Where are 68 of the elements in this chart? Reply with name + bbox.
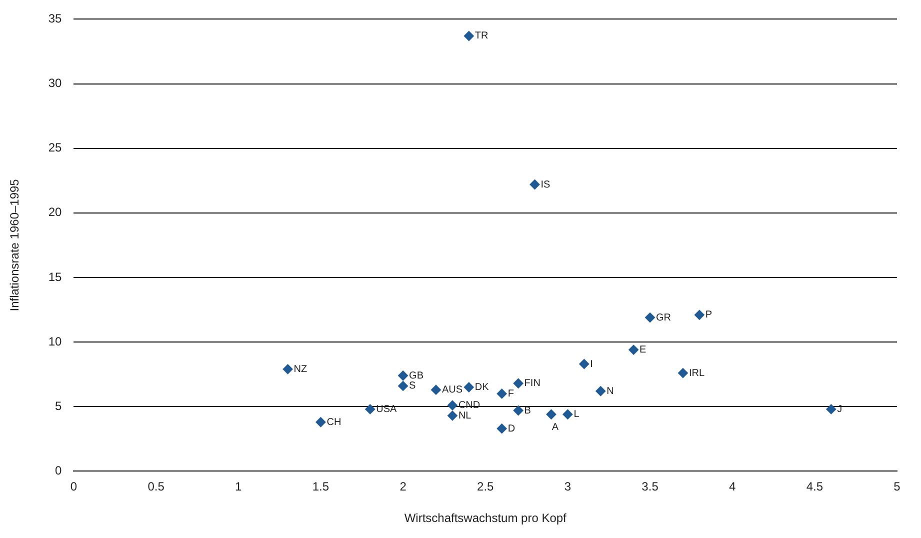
annotation: N (606, 386, 614, 397)
annotation: FIN (524, 378, 540, 390)
y-tick-label: 15 (48, 270, 62, 284)
annotation: S (409, 380, 416, 392)
annotation: CH (326, 416, 342, 428)
annotation: IRL (688, 368, 705, 379)
annotation: IS (540, 179, 551, 190)
point (430, 384, 441, 395)
point (513, 378, 524, 388)
point (678, 368, 688, 378)
x-tick-label: 0.5 (148, 480, 165, 494)
annotation: F (508, 388, 514, 400)
x-tick-label: 3 (564, 480, 572, 494)
point (596, 386, 606, 396)
point (579, 359, 590, 370)
annotation: J (837, 404, 842, 415)
y-tick-label: 20 (48, 205, 62, 220)
x-tick-label: 0 (70, 480, 78, 494)
annotation: P (705, 310, 712, 321)
annotation: AUS (442, 384, 463, 396)
annotation: TR (474, 30, 488, 42)
x-tick-label: 1.5 (312, 480, 330, 494)
x-tick-label: 1 (235, 480, 242, 494)
y-tick-label: 10 (48, 334, 62, 348)
annotation: GR (656, 312, 672, 324)
point (562, 409, 573, 420)
y-tick-label: 30 (48, 76, 62, 90)
x-tick-label: 2.5 (477, 480, 494, 494)
point (447, 400, 458, 410)
annotation: NZ (294, 364, 308, 375)
point (365, 404, 376, 414)
point (464, 30, 474, 41)
point (826, 404, 836, 414)
annotation: I (590, 358, 593, 370)
annotation: B (524, 405, 532, 416)
x-tick-label: 5 (894, 480, 901, 494)
x-tick-label: 4 (729, 480, 736, 494)
annotation: NL (458, 410, 472, 422)
point (530, 180, 540, 190)
point (282, 364, 293, 374)
annotation: E (640, 344, 647, 356)
annotation: L (574, 409, 580, 420)
x-tick-label: 3.5 (642, 480, 659, 494)
x-tick-label: 4.5 (806, 480, 824, 494)
annotation: A (552, 422, 559, 434)
point (398, 370, 408, 381)
point (628, 344, 639, 355)
point (496, 388, 507, 399)
y-axis-title: Inflationsrate 1960–1995 (8, 178, 22, 312)
annotation: GB (409, 370, 424, 382)
y-tick-label: 0 (55, 464, 62, 478)
x-axis-title: Wirtschaftswachstum pro Kopf (404, 511, 568, 526)
point (546, 409, 556, 420)
annotation: D (508, 423, 516, 434)
point (447, 410, 458, 421)
annotation: USA (376, 404, 398, 415)
point (513, 406, 524, 416)
point (398, 380, 408, 391)
y-tick-label: 35 (48, 12, 62, 26)
point (694, 310, 704, 320)
x-tick-label: 2 (400, 480, 407, 494)
point (645, 312, 656, 323)
point (464, 382, 474, 392)
y-tick-label: 5 (55, 398, 62, 413)
point (316, 417, 326, 428)
point (496, 424, 507, 434)
y-tick-label: 25 (48, 140, 62, 155)
annotation: DK (474, 382, 490, 394)
